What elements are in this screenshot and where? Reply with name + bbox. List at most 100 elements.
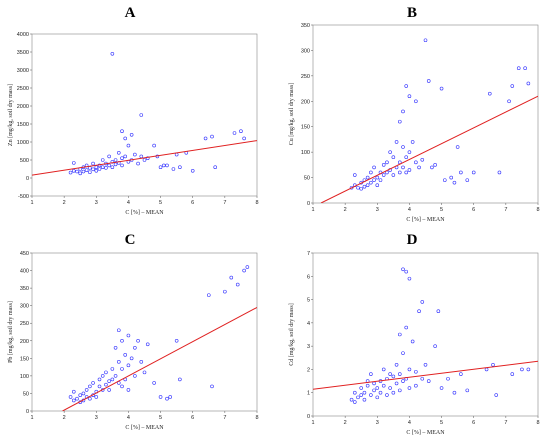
data-point (126, 333, 131, 338)
data-point (388, 150, 392, 154)
panel-b: B 1 2 3 4 5 6 7 8 0 50 100 150 200 250 300 350 C [%] – M… (289, 5, 540, 223)
y-tick-label: 2 (307, 367, 310, 373)
data-point (71, 161, 76, 165)
data-point (113, 158, 118, 162)
data-point (142, 370, 147, 375)
data-point (100, 165, 105, 169)
y-tick-label: 4000 (17, 32, 29, 38)
data-point (232, 131, 237, 135)
data-point (356, 185, 360, 190)
x-tick-label: 5 (440, 207, 443, 213)
data-point (397, 170, 402, 175)
data-point (352, 400, 357, 404)
data-point (407, 367, 412, 372)
data-point (171, 167, 176, 171)
data-point (110, 367, 115, 371)
y-axis-label: Pb [mg/kg, soil dry mass] (8, 301, 14, 363)
data-point (104, 166, 108, 170)
data-point (420, 157, 425, 162)
data-point (110, 165, 115, 169)
data-point (465, 388, 470, 393)
data-point (397, 372, 402, 376)
data-point (352, 390, 357, 395)
data-point (391, 155, 396, 160)
data-point (426, 379, 431, 383)
data-point (123, 154, 128, 159)
data-point (116, 328, 121, 333)
data-point (94, 169, 99, 173)
data-point (206, 293, 211, 297)
data-point (359, 393, 364, 397)
data-point (91, 161, 95, 166)
data-point (84, 168, 89, 172)
data-point (526, 367, 531, 372)
data-point (139, 360, 144, 364)
data-point (359, 386, 364, 390)
data-point (81, 169, 86, 174)
data-point (433, 163, 437, 167)
data-point (178, 377, 182, 382)
data-point (158, 395, 163, 399)
data-point (397, 332, 402, 337)
data-point (88, 384, 92, 389)
data-point (123, 353, 128, 357)
data-point (107, 388, 111, 392)
data-point (404, 170, 409, 175)
data-point (78, 171, 83, 176)
data-point (174, 338, 179, 343)
data-point (452, 180, 457, 185)
x-tick-label: 1 (311, 420, 314, 426)
data-point (136, 338, 140, 343)
x-tick-label: 6 (191, 200, 194, 206)
data-point (375, 395, 380, 400)
data-point (97, 167, 102, 171)
data-layer (320, 38, 538, 203)
y-axis-label: Zn [mg/kg, soil dry mass] (8, 84, 14, 146)
data-point (465, 178, 470, 182)
data-point (139, 113, 144, 117)
data-point (104, 382, 108, 387)
data-point (203, 136, 208, 141)
x-tick-label: 5 (440, 420, 443, 426)
data-point (152, 381, 156, 385)
data-point (120, 129, 124, 133)
y-tick-label: 250 (301, 74, 310, 80)
y-tick-label: 50 (304, 176, 310, 182)
data-point (129, 356, 134, 361)
data-point (433, 344, 437, 348)
data-point (526, 81, 531, 86)
data-point (120, 384, 124, 389)
data-point (152, 143, 156, 148)
data-point (68, 170, 73, 175)
data-point (369, 393, 373, 397)
data-point (168, 395, 173, 399)
x-tick-label: 2 (63, 200, 66, 206)
x-axis-label: C [%] – MEAN (125, 425, 164, 431)
data-point (81, 391, 86, 396)
data-point (507, 99, 511, 104)
x-tick-label: 4 (408, 420, 411, 426)
data-point (404, 155, 409, 160)
data-point (110, 160, 115, 164)
data-point (213, 165, 218, 169)
data-point (116, 151, 121, 155)
data-point (414, 369, 418, 374)
data-point (145, 342, 150, 347)
data-point (510, 372, 515, 376)
x-tick-label: 7 (223, 415, 226, 421)
data-point (423, 38, 428, 43)
data-point (516, 66, 521, 71)
y-tick-label: 1000 (17, 140, 29, 146)
fit-line (62, 306, 257, 411)
data-point (404, 325, 409, 330)
data-point (88, 396, 92, 401)
panel-letter-d: D (407, 232, 418, 248)
data-point (71, 169, 76, 173)
x-tick-label: 8 (536, 420, 539, 426)
data-point (378, 390, 383, 395)
data-point (394, 381, 399, 386)
data-point (362, 184, 367, 189)
data-point (120, 367, 124, 371)
